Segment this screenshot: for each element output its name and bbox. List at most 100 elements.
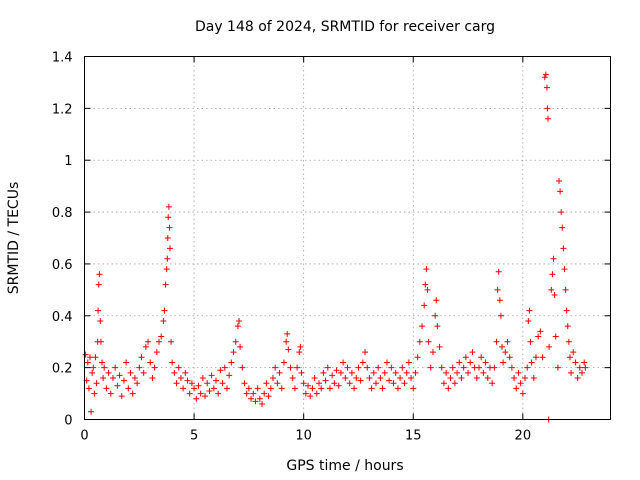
data-point <box>165 214 172 221</box>
y-tick-label: 0.8 <box>52 206 73 221</box>
data-point <box>168 338 175 345</box>
data-point <box>166 245 173 252</box>
data-point <box>513 385 520 392</box>
data-point <box>517 380 524 387</box>
data-point <box>197 390 204 397</box>
data-point <box>89 369 96 376</box>
data-point <box>550 255 557 262</box>
data-point <box>248 395 255 402</box>
data-point <box>313 390 320 397</box>
data-point <box>204 380 211 387</box>
data-point <box>226 372 233 379</box>
data-point <box>318 385 325 392</box>
data-point <box>127 369 134 376</box>
data-point <box>440 380 447 387</box>
data-point <box>493 338 500 345</box>
data-point <box>403 369 410 376</box>
data-point <box>324 364 331 371</box>
data-point <box>221 364 228 371</box>
data-point <box>436 343 443 350</box>
data-point <box>284 330 291 337</box>
data-point <box>239 364 246 371</box>
data-point <box>526 307 533 314</box>
data-point <box>454 369 461 376</box>
data-point <box>476 364 482 371</box>
data-point <box>283 338 290 345</box>
data-point <box>340 359 347 366</box>
data-point <box>149 375 156 382</box>
data-point <box>206 387 213 394</box>
x-tick-label: 0 <box>80 429 88 444</box>
data-point <box>131 375 138 382</box>
data-point <box>307 393 314 400</box>
data-point <box>366 375 373 382</box>
data-point <box>394 385 401 392</box>
data-point <box>434 323 441 330</box>
data-point <box>496 297 503 304</box>
data-point <box>381 369 388 376</box>
data-point <box>223 385 230 392</box>
data-point <box>570 349 577 356</box>
data-point <box>524 364 531 371</box>
data-point <box>511 375 518 382</box>
data-point <box>549 271 556 278</box>
data-point <box>269 375 276 382</box>
data-point <box>377 375 384 382</box>
data-point <box>447 375 454 382</box>
data-point <box>101 364 108 371</box>
data-point <box>555 177 562 184</box>
data-point <box>353 375 360 382</box>
data-point <box>424 286 431 293</box>
data-point <box>370 369 377 376</box>
data-point <box>458 375 465 382</box>
data-point <box>250 390 257 397</box>
data-point <box>423 266 430 273</box>
data-point <box>495 268 502 275</box>
data-point <box>346 380 353 387</box>
data-point <box>86 354 93 361</box>
data-point <box>210 385 217 392</box>
data-point <box>372 380 379 387</box>
data-point <box>161 307 168 314</box>
data-point <box>162 281 169 288</box>
data-point <box>412 369 419 376</box>
data-point <box>274 380 281 387</box>
y-axis-label: SRMTID / TECUs <box>6 182 22 295</box>
data-point <box>237 343 244 350</box>
data-point <box>397 375 404 382</box>
data-point <box>401 380 408 387</box>
data-point <box>357 377 364 384</box>
data-point <box>337 369 344 376</box>
data-point <box>243 390 250 397</box>
data-point <box>297 343 304 350</box>
data-point <box>551 292 558 299</box>
data-point <box>515 369 522 376</box>
data-point <box>296 349 303 356</box>
data-point <box>546 343 553 350</box>
data-point <box>91 390 98 397</box>
data-point <box>259 400 266 407</box>
x-axis-label: GPS time / hours <box>286 458 403 474</box>
data-point <box>375 364 382 371</box>
data-point <box>99 359 106 366</box>
y-tick-label: 1 <box>64 154 72 169</box>
data-point <box>287 364 294 371</box>
data-point <box>300 380 307 387</box>
data-point <box>138 354 145 361</box>
data-point <box>263 380 270 387</box>
data-point <box>562 286 569 293</box>
data-point <box>539 354 546 361</box>
data-point <box>158 333 165 340</box>
data-point <box>560 245 567 252</box>
data-point <box>427 364 434 371</box>
data-point <box>525 317 532 324</box>
data-point <box>433 297 440 304</box>
data-point <box>195 382 202 389</box>
data-point <box>236 317 243 324</box>
data-point <box>291 385 298 392</box>
data-point <box>120 377 127 384</box>
data-point <box>478 354 485 361</box>
data-point <box>160 317 167 324</box>
data-point <box>100 375 107 382</box>
data-point <box>390 380 397 387</box>
